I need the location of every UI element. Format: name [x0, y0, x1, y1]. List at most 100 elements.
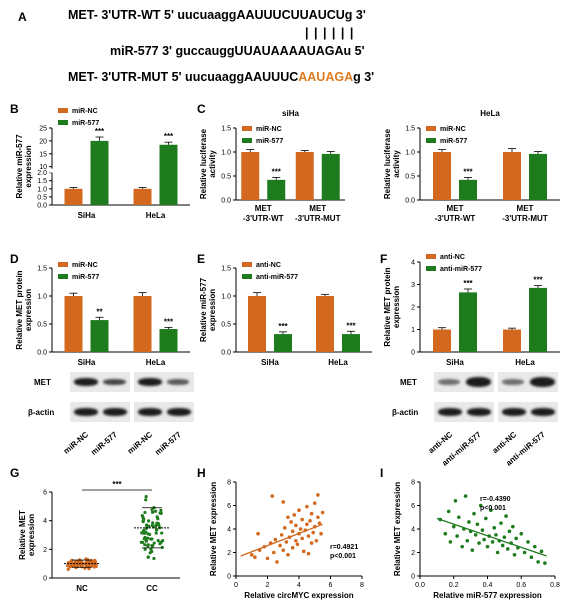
- x-tick-label: 0.8: [550, 582, 560, 589]
- data-point: [153, 509, 158, 513]
- legend-swatch: [242, 274, 252, 279]
- y-axis-label: activity: [208, 150, 217, 178]
- sequence-mirna: miR-577 3' guccauggUUAUAAAAUAGAu 5': [110, 44, 365, 58]
- y-tick-label: 0.5: [37, 194, 47, 201]
- data-point: [152, 556, 156, 561]
- panel-letter-g: G: [10, 466, 20, 480]
- y-tick-label: 8: [411, 480, 415, 487]
- trend-line: [436, 517, 547, 557]
- data-point: [290, 546, 295, 550]
- bar: [459, 292, 477, 352]
- data-point: [443, 531, 448, 536]
- data-point: [265, 556, 270, 561]
- legend-label: anti-miR-577: [256, 274, 298, 281]
- data-point: [93, 558, 97, 562]
- bar: [529, 153, 547, 200]
- panel-letter-b: B: [10, 102, 19, 116]
- significance-label: ***: [463, 279, 473, 288]
- y-tick-label: 4: [411, 260, 415, 267]
- x-tick-label: 6: [329, 582, 333, 589]
- legend-label: anti-NC: [440, 254, 465, 261]
- y-axis-label: Relative luciferase: [383, 128, 392, 199]
- sequence-mut-suffix: g 3': [353, 70, 375, 84]
- bar: [90, 320, 109, 352]
- panel-letter-e: E: [197, 252, 206, 266]
- y-tick-label: 1.0: [221, 294, 231, 301]
- panel-letter-i: I: [380, 466, 384, 480]
- blot-band: [103, 379, 126, 385]
- blot-band: [502, 408, 526, 416]
- legend-swatch: [58, 108, 68, 113]
- blot-band: [438, 379, 460, 385]
- data-point: [281, 548, 286, 552]
- data-point: [297, 508, 301, 512]
- bar: [64, 188, 83, 205]
- legend-label: miR-577: [72, 274, 99, 281]
- data-point: [492, 526, 497, 530]
- data-point: [146, 519, 151, 523]
- y-axis-label: expression: [208, 289, 217, 331]
- y-tick-label: 6: [227, 503, 231, 510]
- data-point: [150, 543, 154, 548]
- y-tick-label: 0.0: [37, 203, 47, 210]
- data-point: [473, 533, 478, 537]
- y-tick-label: 6: [43, 490, 47, 497]
- bar: [433, 152, 451, 200]
- data-point: [156, 539, 160, 543]
- bar: [274, 334, 292, 352]
- data-point: [159, 508, 163, 512]
- significance-label: ***: [272, 167, 282, 176]
- x-category-label: NC: [76, 584, 88, 593]
- bar: [433, 329, 451, 352]
- legend-swatch: [426, 138, 436, 143]
- bar: [133, 188, 152, 205]
- y-axis-label: Relative miR-577: [199, 277, 208, 342]
- y-tick-label: 0: [411, 350, 415, 357]
- blot-band: [138, 378, 162, 386]
- sequence-mut-prefix: MET- 3'UTR-MUT 5' uucuaaggAAUUUC: [68, 70, 299, 84]
- stat-label: p<0.001: [330, 553, 356, 560]
- blot-band: [74, 378, 98, 386]
- y-tick-label: 8: [227, 480, 231, 487]
- y-tick-label: 1.5: [37, 266, 47, 273]
- y-tick-label: 0.0: [221, 350, 231, 357]
- trend-line: [240, 523, 323, 557]
- data-point: [536, 560, 540, 564]
- data-point: [146, 555, 150, 559]
- data-point: [160, 531, 164, 535]
- panel-letter-h: H: [197, 466, 206, 480]
- data-point: [507, 529, 512, 534]
- bar: [159, 329, 178, 352]
- blot-d-actin-strip-2: [134, 402, 194, 422]
- legend-swatch: [242, 138, 252, 143]
- y-tick-label: 1.0: [37, 294, 47, 301]
- data-point: [150, 549, 154, 554]
- x-category-label: -3'UTR-WT: [435, 214, 476, 223]
- legend-label: miR-NC: [72, 108, 98, 115]
- panel-letter-d: D: [10, 252, 19, 266]
- data-point: [314, 538, 319, 543]
- data-point: [306, 551, 311, 556]
- y-tick-label: 6: [411, 503, 415, 510]
- data-point: [460, 544, 464, 549]
- bar: [503, 152, 521, 200]
- data-point: [283, 526, 287, 530]
- bar: [321, 153, 340, 200]
- y-tick-label: 0.5: [221, 322, 231, 329]
- data-point: [159, 540, 163, 544]
- data-point: [514, 536, 518, 541]
- x-tick-label: 0.2: [449, 582, 459, 589]
- data-point: [290, 529, 295, 534]
- data-point: [511, 524, 515, 529]
- significance-label: ***: [346, 321, 356, 330]
- data-point: [66, 564, 71, 568]
- data-point: [457, 515, 461, 520]
- y-tick-label: 0.0: [221, 198, 231, 205]
- data-point: [143, 543, 147, 547]
- data-point: [475, 522, 480, 527]
- data-point: [446, 509, 451, 514]
- data-point: [495, 550, 500, 555]
- data-point: [156, 517, 160, 521]
- stat-label: p<0.001: [480, 505, 506, 512]
